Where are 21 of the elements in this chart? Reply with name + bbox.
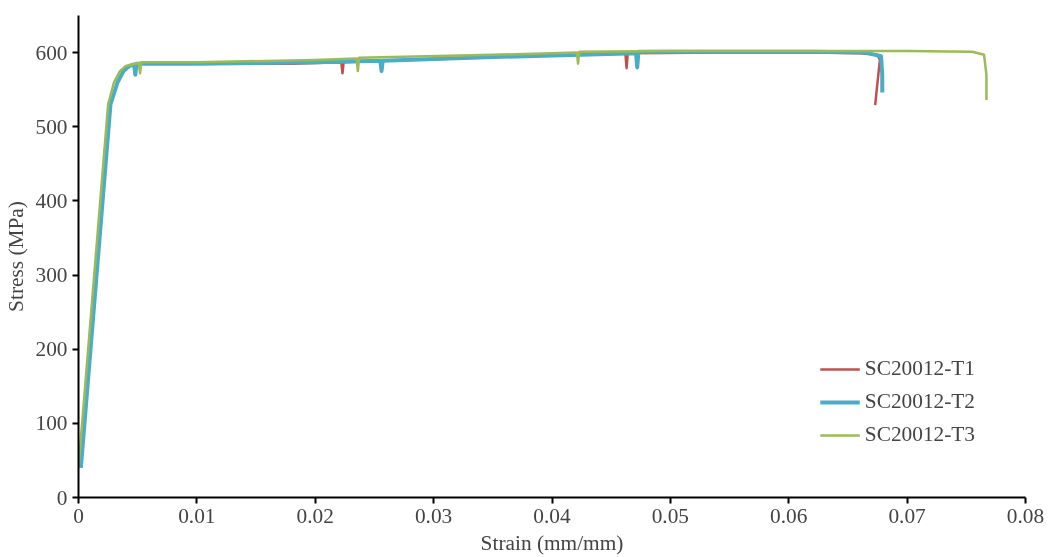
legend-label: SC20012-T2 bbox=[864, 389, 975, 414]
x-axis-title: Strain (mm/mm) bbox=[480, 530, 624, 555]
x-tick-label: 0.05 bbox=[651, 503, 690, 528]
x-tick-label: 0.02 bbox=[296, 503, 334, 528]
x-tick-label: 0 bbox=[73, 503, 84, 528]
legend-label: SC20012-T3 bbox=[864, 422, 975, 447]
x-tick-label: 0.08 bbox=[1006, 503, 1045, 528]
x-tick-label: 0.01 bbox=[178, 503, 216, 528]
x-tick-label: 0.04 bbox=[533, 503, 571, 528]
y-tick-label: 0 bbox=[56, 485, 68, 510]
y-tick-label: 400 bbox=[35, 188, 68, 213]
y-tick-label: 300 bbox=[35, 263, 68, 288]
y-tick-label: 600 bbox=[35, 40, 68, 65]
y-tick-label: 200 bbox=[35, 337, 68, 362]
legend-label: SC20012-T1 bbox=[864, 356, 975, 381]
x-tick-label: 0.07 bbox=[888, 503, 927, 528]
y-tick-label: 500 bbox=[35, 114, 68, 139]
x-tick-label: 0.03 bbox=[414, 503, 453, 528]
y-tick-label: 100 bbox=[35, 411, 68, 436]
y-axis-title: Stress (MPa) bbox=[3, 201, 28, 312]
x-tick-label: 0.06 bbox=[770, 503, 808, 528]
